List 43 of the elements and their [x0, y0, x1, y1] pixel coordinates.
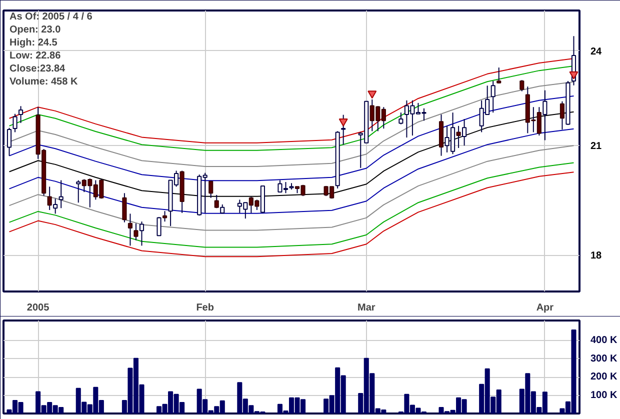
candlestick — [128, 213, 133, 246]
line-series — [8, 162, 574, 248]
y-tick-label: 21 — [590, 141, 602, 152]
x-tick-label: Feb — [196, 302, 214, 314]
y-tick-label: 300 K — [590, 353, 618, 364]
annotation: High: 24.5 — [10, 38, 58, 48]
line-series — [8, 95, 574, 182]
annotation: Volume: 458 K — [10, 76, 78, 88]
candlestick — [58, 180, 64, 209]
x-tick-label: Mar — [357, 302, 376, 314]
x-tick-label: 2005 — [26, 302, 50, 314]
y-tick-label: 200 K — [590, 372, 618, 383]
line-series — [8, 111, 574, 197]
candlestick — [18, 106, 24, 124]
y-tick-label: 18 — [590, 250, 602, 262]
candlestick — [76, 180, 81, 204]
annotation: Close:23.84 — [10, 64, 66, 74]
annotation: As Of: 2005 / 4 / 6 — [10, 12, 93, 22]
line-series — [8, 172, 574, 258]
candlestick — [398, 112, 404, 125]
candlestick — [462, 118, 467, 146]
x-tick-label: Apr — [536, 302, 554, 314]
candlestick — [53, 198, 58, 214]
candlestick — [139, 221, 144, 246]
y-tick-label: 100 K — [590, 390, 618, 401]
annotation: Open: 23.0 — [10, 24, 62, 36]
candlestick — [156, 216, 162, 236]
candlestick — [496, 67, 502, 84]
point — [338, 118, 348, 126]
y-tick-label: 400 K — [590, 335, 618, 346]
candlestick — [520, 80, 524, 92]
candlestick — [12, 113, 18, 133]
point — [569, 71, 578, 80]
candlestick — [341, 114, 346, 146]
candlestick — [122, 192, 127, 223]
y-tick-label: 24 — [590, 46, 602, 58]
candlestick — [542, 90, 548, 141]
line-series — [8, 145, 574, 231]
candlestick — [490, 80, 496, 114]
point — [368, 90, 377, 99]
candlestick — [6, 127, 12, 156]
annotation: Low: 22.86 — [10, 50, 62, 62]
candlestick — [208, 180, 214, 198]
